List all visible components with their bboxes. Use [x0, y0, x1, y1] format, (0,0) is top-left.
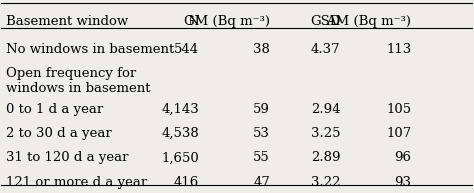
Text: 3.22: 3.22: [311, 176, 341, 189]
Text: 105: 105: [386, 103, 411, 116]
Text: 4,143: 4,143: [162, 103, 199, 116]
Text: 55: 55: [253, 152, 270, 164]
Text: 0 to 1 d a year: 0 to 1 d a year: [6, 103, 103, 116]
Text: 2.94: 2.94: [311, 103, 341, 116]
Text: 3.25: 3.25: [311, 127, 341, 140]
Text: 544: 544: [174, 43, 199, 56]
Text: 93: 93: [394, 176, 411, 189]
Text: 416: 416: [174, 176, 199, 189]
Text: 4,538: 4,538: [162, 127, 199, 140]
Text: GM (Bq m⁻³): GM (Bq m⁻³): [184, 14, 270, 28]
Text: AM (Bq m⁻³): AM (Bq m⁻³): [327, 14, 411, 28]
Text: N: N: [188, 14, 199, 28]
Text: 38: 38: [253, 43, 270, 56]
Text: 59: 59: [253, 103, 270, 116]
Text: 121 or more d a year: 121 or more d a year: [6, 176, 147, 189]
Text: 96: 96: [394, 152, 411, 164]
Text: 47: 47: [253, 176, 270, 189]
Text: Basement window: Basement window: [6, 14, 128, 28]
Text: 2 to 30 d a year: 2 to 30 d a year: [6, 127, 112, 140]
Text: 31 to 120 d a year: 31 to 120 d a year: [6, 152, 128, 164]
Text: Open frequency for
windows in basement: Open frequency for windows in basement: [6, 67, 151, 95]
Text: GSD: GSD: [310, 14, 341, 28]
Text: 1,650: 1,650: [162, 152, 199, 164]
Text: 107: 107: [386, 127, 411, 140]
Text: 113: 113: [386, 43, 411, 56]
Text: No windows in basement: No windows in basement: [6, 43, 174, 56]
Text: 4.37: 4.37: [311, 43, 341, 56]
Text: 53: 53: [253, 127, 270, 140]
Text: 2.89: 2.89: [311, 152, 341, 164]
